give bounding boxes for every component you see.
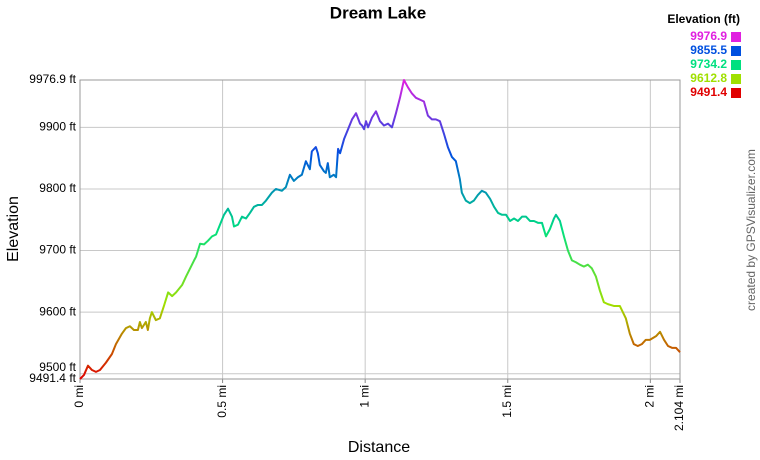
plot-border [79, 79, 681, 380]
x-tick-label: 2.104 mi [672, 385, 686, 431]
elevation-line [79, 79, 681, 380]
legend-swatch [731, 74, 741, 84]
legend-title: Elevation (ft) [667, 12, 740, 26]
legend-label: 9855.5 [690, 43, 727, 57]
x-axis-label: Distance [348, 439, 410, 456]
x-tick-label: 1.5 mi [500, 385, 514, 418]
legend-swatch [731, 46, 741, 56]
legend-label: 9734.2 [690, 57, 727, 71]
chart-title: Dream Lake [330, 3, 426, 22]
x-tick-label: 1 mi [357, 385, 371, 408]
legend-label: 9976.9 [690, 29, 727, 43]
legend-swatch [731, 88, 741, 98]
y-tick-label: 9600 ft [39, 304, 76, 318]
y-tick-label: 9500 ft [39, 360, 76, 374]
y-tick-label: 9800 ft [39, 181, 76, 195]
x-tick-label: 0.5 mi [215, 385, 229, 418]
legend-label: 9612.8 [690, 71, 727, 85]
legend-swatch [731, 60, 741, 70]
credit: created by GPSVisualizer.com [744, 149, 758, 311]
y-axis-label: Elevation [5, 196, 22, 262]
legend-label: 9491.4 [690, 85, 727, 99]
x-tick-label: 0 mi [72, 385, 86, 408]
x-tick-label: 2 mi [643, 385, 657, 408]
legend-swatch [731, 32, 741, 42]
y-tick-label: 9700 ft [39, 243, 76, 257]
y-tick-label: 9491.4 ft [29, 371, 76, 385]
y-tick-label: 9900 ft [39, 120, 76, 134]
y-tick-label: 9976.9 ft [29, 72, 76, 86]
